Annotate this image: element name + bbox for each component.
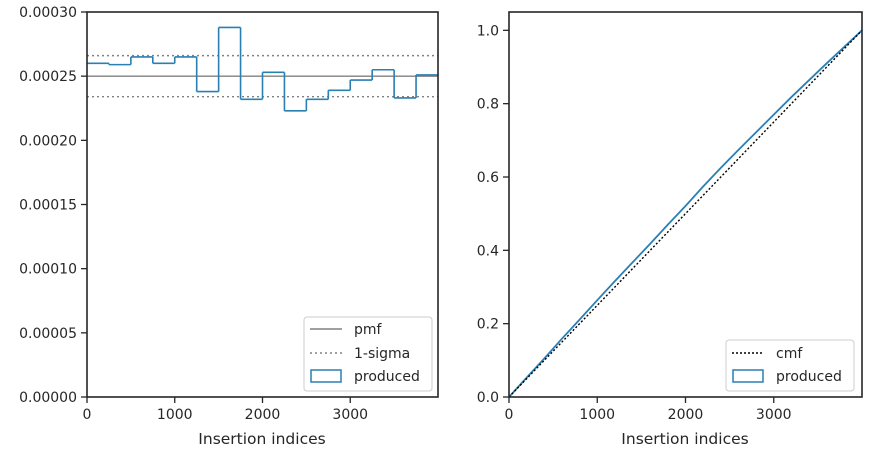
left-x-axis-label: Insertion indices — [198, 430, 325, 448]
y-tick-label: 0.00015 — [19, 198, 77, 214]
y-tick-label: 0.00020 — [19, 133, 77, 149]
legend-produced-label-right: produced — [776, 369, 842, 385]
legend-pmf-label: pmf — [354, 322, 383, 338]
right-plot-marks — [508, 29, 863, 398]
x-tick-label: 1000 — [579, 407, 615, 423]
y-tick-label: 0.00000 — [19, 390, 77, 406]
legend-cmf-label: cmf — [776, 346, 803, 362]
right-x-axis-label: Insertion indices — [621, 430, 748, 448]
right-y-ticks: 0.0 0.2 0.4 0.6 0.8 1.0 — [477, 23, 509, 406]
y-tick-label: 0.0 — [477, 390, 499, 406]
y-tick-label: 0.00025 — [19, 69, 77, 85]
left-plot-marks — [87, 26, 438, 112]
y-tick-label: 0.00005 — [19, 326, 77, 342]
produced-cumulative-line — [508, 29, 863, 398]
chart-left: 0 1000 2000 3000 0.000000.000050.000100.000… — [19, 5, 439, 448]
x-tick-label: 2000 — [668, 407, 704, 423]
x-tick-label: 3000 — [332, 407, 368, 423]
left-y-ticks: 0.00000 0.00005 0.00010 0.00015 0.00020 0.000… — [19, 5, 87, 406]
y-tick-label: 0.00030 — [19, 5, 77, 21]
left-legend: pmf 1-sigma produced — [303, 316, 433, 392]
y-tick-label: 0.6 — [477, 170, 499, 186]
y-tick-label: 0.4 — [477, 243, 499, 259]
x-tick-label: 1000 — [157, 407, 193, 423]
x-tick-label: 0 — [505, 407, 514, 423]
y-tick-label: 0.8 — [477, 97, 499, 113]
left-legend-box — [303, 316, 433, 392]
legend-produced-swatch-right — [732, 369, 764, 383]
right-legend: cmf produced — [725, 339, 855, 392]
legend-produced-label: produced — [354, 369, 420, 385]
y-tick-label: 0.2 — [477, 317, 499, 333]
left-x-ticks: 0 1000 2000 3000 — [83, 397, 368, 423]
y-tick-label: 0.00010 — [19, 262, 77, 278]
cmf-line — [508, 29, 863, 398]
x-tick-label: 0 — [83, 407, 92, 423]
x-tick-label: 3000 — [756, 407, 792, 423]
legend-produced-swatch — [310, 369, 342, 383]
y-tick-label: 1.0 — [477, 23, 499, 39]
x-tick-label: 2000 — [245, 407, 281, 423]
chart-right: 0 1000 2000 3000 0.0 0.2 0.4 0.6 0.8 1.0 Inserti… — [477, 11, 863, 448]
legend-sigma-label: 1-sigma — [354, 346, 410, 362]
right-x-ticks: 0 1000 2000 3000 — [505, 397, 792, 423]
